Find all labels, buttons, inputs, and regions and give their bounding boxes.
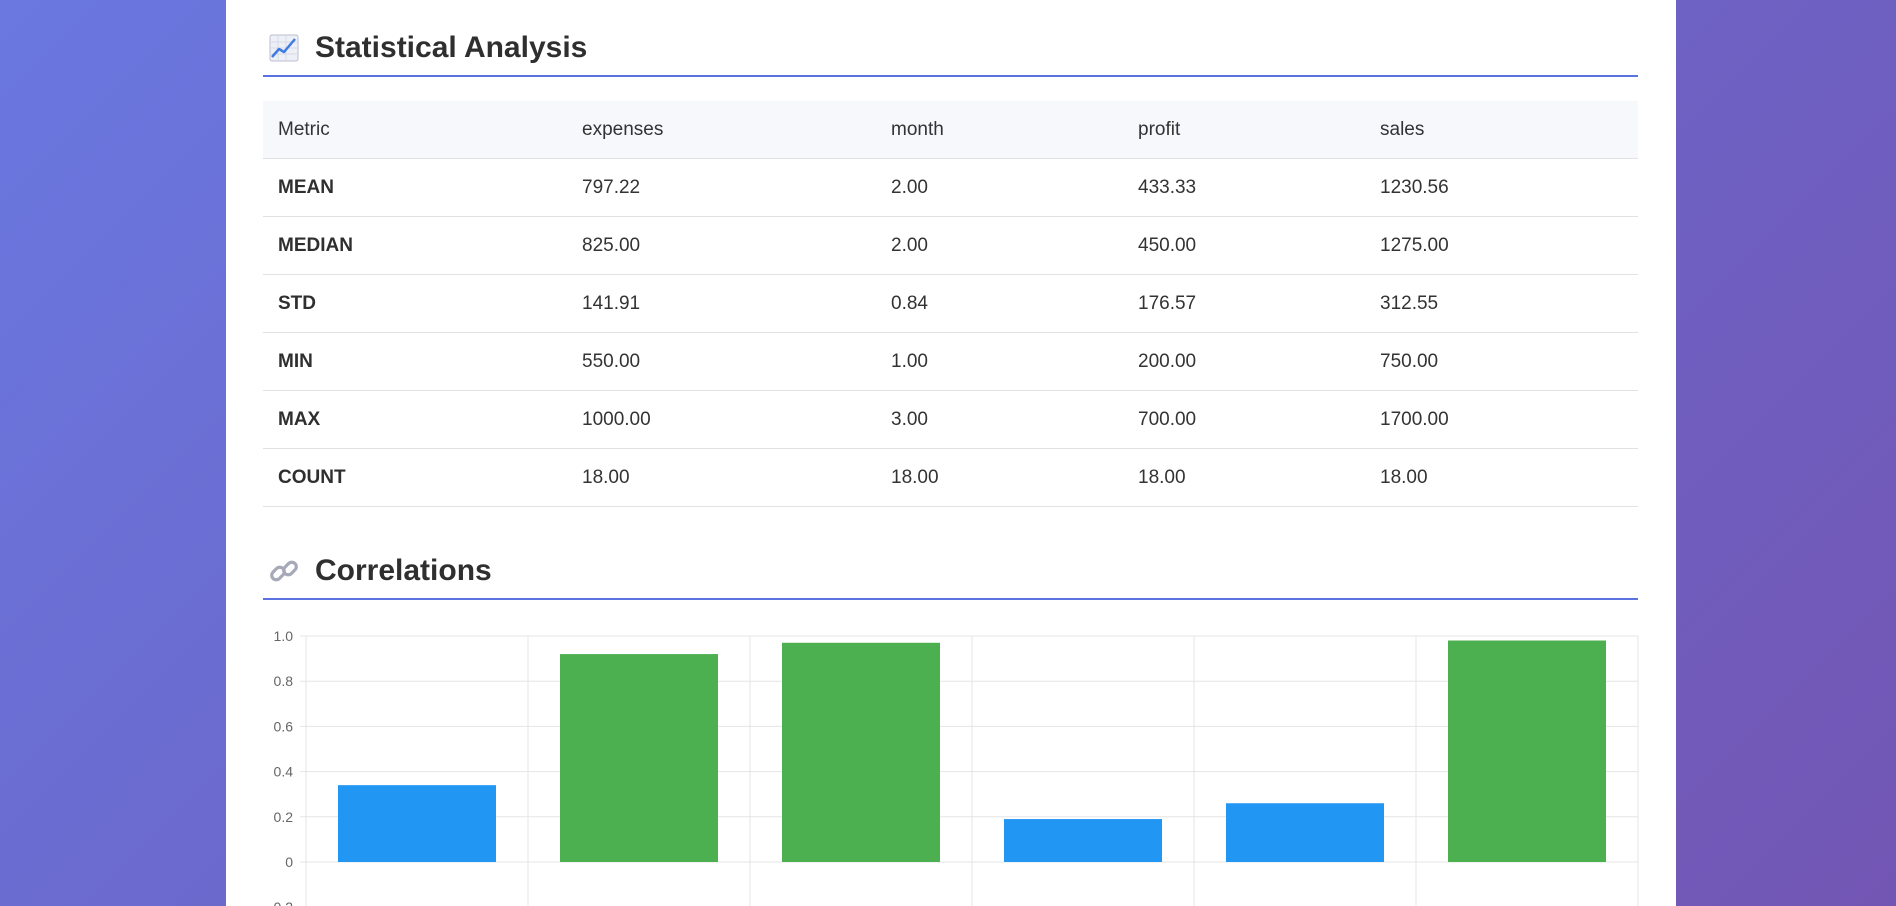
table-cell: 18.00 bbox=[567, 448, 876, 507]
metric-cell: MEAN bbox=[263, 158, 567, 217]
table-cell: 312.55 bbox=[1365, 274, 1638, 333]
correlation-bar bbox=[1226, 803, 1384, 862]
table-header-row: Metric expenses month profit sales bbox=[263, 101, 1638, 159]
column-header-metric: Metric bbox=[263, 101, 567, 159]
y-tick-label: 0.8 bbox=[274, 673, 294, 689]
table-cell: 700.00 bbox=[1123, 390, 1365, 449]
correlations-chart: 1.0 0.8 0.6 0.4 0.2 0 -0.2 bbox=[226, 620, 1676, 906]
correlation-bar bbox=[1448, 640, 1606, 862]
correlation-bar bbox=[1004, 819, 1162, 862]
table-cell: 1.00 bbox=[876, 332, 1123, 391]
table-cell: 2.00 bbox=[876, 216, 1123, 275]
report-card: Statistical Analysis Metric expenses mon… bbox=[226, 0, 1676, 906]
table-cell: 200.00 bbox=[1123, 332, 1365, 391]
y-tick-label: 0 bbox=[285, 854, 293, 870]
table-cell: 550.00 bbox=[567, 332, 876, 391]
column-header-expenses: expenses bbox=[567, 101, 876, 159]
column-header-profit: profit bbox=[1123, 101, 1365, 159]
table-cell: 18.00 bbox=[876, 448, 1123, 507]
chart-increasing-icon bbox=[268, 32, 300, 64]
correlation-bar bbox=[560, 654, 718, 862]
metric-cell: STD bbox=[263, 274, 567, 333]
table-row: COUNT 18.00 18.00 18.00 18.00 bbox=[263, 448, 1638, 507]
table-cell: 2.00 bbox=[876, 158, 1123, 217]
stats-table: Metric expenses month profit sales MEAN … bbox=[263, 101, 1638, 507]
table-cell: 450.00 bbox=[1123, 216, 1365, 275]
table-cell: 750.00 bbox=[1365, 332, 1638, 391]
table-cell: 1230.56 bbox=[1365, 158, 1638, 217]
y-tick-label: 1.0 bbox=[274, 628, 294, 644]
table-cell: 141.91 bbox=[567, 274, 876, 333]
y-tick-label: 0.2 bbox=[274, 809, 294, 825]
metric-cell: MEDIAN bbox=[263, 216, 567, 275]
y-tick-label: 0.6 bbox=[274, 718, 294, 734]
column-header-month: month bbox=[876, 101, 1123, 159]
table-cell: 825.00 bbox=[567, 216, 876, 275]
stats-section-header: Statistical Analysis bbox=[263, 20, 1638, 77]
table-cell: 1700.00 bbox=[1365, 390, 1638, 449]
table-cell: 18.00 bbox=[1365, 448, 1638, 507]
stats-section-title: Statistical Analysis bbox=[315, 30, 588, 64]
table-row: MIN 550.00 1.00 200.00 750.00 bbox=[263, 332, 1638, 391]
column-header-sales: sales bbox=[1365, 101, 1638, 159]
metric-cell: MIN bbox=[263, 332, 567, 391]
table-cell: 1275.00 bbox=[1365, 216, 1638, 275]
table-cell: 176.57 bbox=[1123, 274, 1365, 333]
y-tick-label: 0.4 bbox=[274, 764, 294, 780]
table-cell: 3.00 bbox=[876, 390, 1123, 449]
table-cell: 433.33 bbox=[1123, 158, 1365, 217]
table-row: MAX 1000.00 3.00 700.00 1700.00 bbox=[263, 390, 1638, 449]
metric-cell: MAX bbox=[263, 390, 567, 449]
y-tick-label: -0.2 bbox=[269, 899, 293, 906]
table-cell: 797.22 bbox=[567, 158, 876, 217]
correlation-bar bbox=[338, 785, 496, 862]
table-cell: 18.00 bbox=[1123, 448, 1365, 507]
table-row: MEDIAN 825.00 2.00 450.00 1275.00 bbox=[263, 216, 1638, 275]
link-icon bbox=[268, 555, 300, 587]
correlations-section-title: Correlations bbox=[315, 553, 492, 587]
table-cell: 0.84 bbox=[876, 274, 1123, 333]
correlations-chart-svg: 1.0 0.8 0.6 0.4 0.2 0 -0.2 bbox=[269, 628, 1639, 906]
correlation-bar bbox=[782, 642, 940, 862]
correlations-section-header: Correlations bbox=[263, 543, 1638, 600]
metric-cell: COUNT bbox=[263, 448, 567, 507]
table-cell: 1000.00 bbox=[567, 390, 876, 449]
table-row: MEAN 797.22 2.00 433.33 1230.56 bbox=[263, 158, 1638, 217]
table-row: STD 141.91 0.84 176.57 312.55 bbox=[263, 274, 1638, 333]
